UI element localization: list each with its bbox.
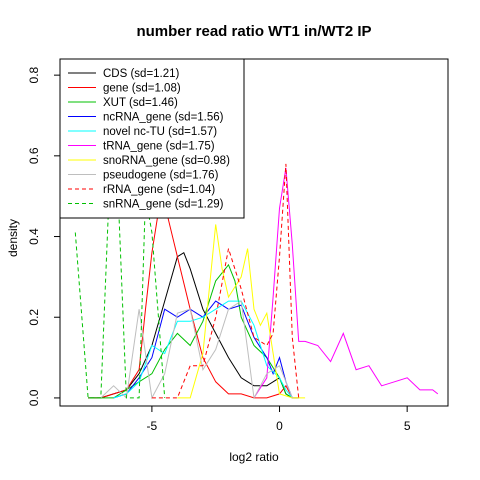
legend-label-8: rRNA_gene (sd=1.04) [103, 184, 215, 196]
legend-label-5: tRNA_gene (sd=1.75) [103, 141, 215, 153]
legend-label-2: XUT (sd=1.46) [103, 97, 178, 109]
chart-title: number read ratio WT1 in/WT2 IP [136, 23, 371, 40]
y-tick-label-3: 0.6 [27, 147, 41, 164]
y-tick-label-2: 0.4 [27, 228, 41, 245]
y-tick-label-0: 0.0 [27, 389, 41, 406]
x-axis-label: log2 ratio [229, 450, 279, 464]
series-layer [74, 83, 439, 400]
y-tick-label-4: 0.8 [27, 66, 41, 83]
legend-label-9: snRNA_gene (sd=1.29) [103, 199, 224, 211]
series-line-8 [151, 163, 300, 399]
legend-label-3: ncRNA_gene (sd=1.56) [103, 112, 224, 124]
y-axis-label: density [6, 219, 20, 257]
y-tick-label-1: 0.2 [27, 309, 41, 326]
legend-label-1: gene (sd=1.08) [103, 83, 181, 95]
legend-label-6: snoRNA_gene (sd=0.98) [103, 155, 230, 167]
legend-label-7: pseudogene (sd=1.76) [103, 170, 219, 182]
series-line-7 [100, 300, 293, 400]
series-line-9 [74, 83, 166, 399]
legend-label-0: CDS (sd=1.21) [103, 68, 180, 80]
x-tick-label-0: -5 [147, 419, 158, 433]
legend: CDS (sd=1.21) gene (sd=1.08) XUT (sd=1.46)… [59, 58, 245, 219]
series-line-4 [113, 300, 293, 399]
x-tick-label-1: 0 [276, 419, 283, 433]
legend-label-4: novel nc-TU (sd=1.57) [103, 126, 217, 138]
legend-box [59, 58, 245, 219]
series-line-5 [253, 167, 439, 399]
series-line-6 [177, 224, 306, 399]
x-tick-label-2: 5 [404, 419, 411, 433]
